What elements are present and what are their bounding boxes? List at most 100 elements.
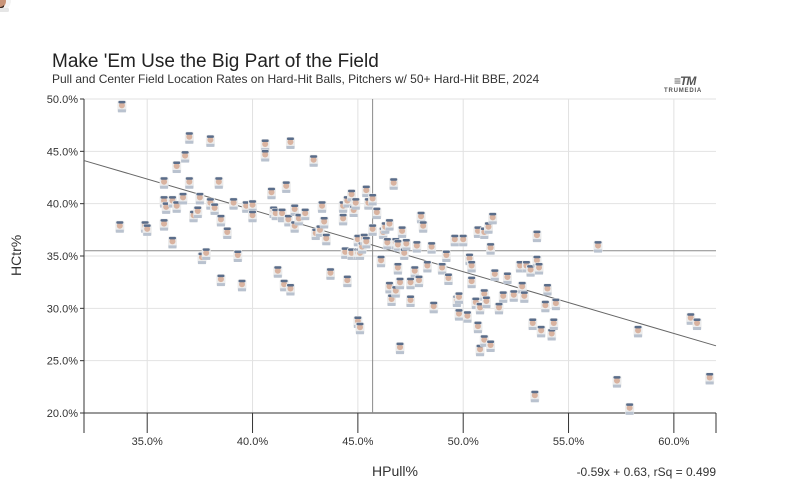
data-point [368, 223, 378, 236]
point-face [211, 204, 218, 211]
point-face [394, 264, 401, 271]
point-shirt [364, 206, 373, 210]
point-cap [141, 221, 149, 224]
point-shirt [160, 185, 169, 189]
point-face [413, 242, 420, 249]
point-cap [377, 255, 385, 259]
point-shirt [473, 330, 482, 334]
point-shirt [486, 251, 495, 255]
point-shirt [516, 269, 525, 273]
point-face [369, 195, 376, 202]
point-face [500, 292, 507, 299]
point-face [302, 210, 309, 217]
point-cap [249, 210, 257, 214]
point-shirt [412, 249, 421, 253]
point-face [474, 323, 481, 330]
point-cap [310, 155, 318, 158]
point-cap [407, 277, 415, 281]
logo-text: TRUMEDIA [664, 88, 703, 94]
point-cap [503, 272, 511, 275]
point-shirt [530, 399, 539, 403]
highlighted-points [0, 0, 11, 12]
point-cap [234, 250, 242, 253]
point-shirt [358, 250, 367, 254]
point-face [287, 138, 294, 145]
data-point [441, 250, 451, 262]
point-face [344, 277, 351, 284]
data-point [502, 271, 512, 284]
point-shirt [322, 242, 331, 246]
point-cap [480, 289, 488, 292]
point-shirt [343, 284, 352, 288]
point-shirt [543, 292, 552, 296]
point-face [363, 238, 370, 245]
data-point [178, 192, 188, 205]
point-face [428, 243, 435, 250]
point-cap [455, 292, 463, 295]
data-point [625, 402, 635, 415]
point-face [445, 275, 452, 282]
point-face [529, 320, 536, 327]
point-face [481, 336, 488, 343]
point-shirt [315, 233, 324, 237]
point-shirt [368, 202, 377, 206]
point-cap [468, 260, 476, 264]
point-shirt [400, 256, 409, 260]
point-shirt [311, 237, 320, 241]
data-point [406, 277, 416, 290]
point-shirt [389, 186, 398, 190]
point-face [485, 223, 492, 230]
point-face [451, 236, 458, 243]
point-cap [527, 265, 535, 268]
point-face [477, 304, 484, 311]
point-face [687, 314, 694, 321]
point-shirt [294, 222, 303, 226]
data-point [205, 134, 215, 147]
data-point [462, 310, 472, 323]
point-face [468, 278, 475, 285]
point-cap [402, 238, 410, 242]
point-cap [185, 132, 193, 135]
point-cap [487, 340, 495, 344]
point-shirt [402, 247, 411, 251]
data-point [530, 390, 540, 403]
point-face [327, 269, 334, 276]
x-tick-label: 35.0% [132, 436, 163, 448]
point-face [161, 178, 168, 185]
point-cap [543, 283, 551, 287]
point-shirt [273, 274, 282, 278]
point-shirt [278, 219, 287, 223]
data-point [454, 308, 464, 321]
x-tick-label: 45.0% [342, 436, 373, 448]
point-shirt [286, 292, 295, 296]
point-cap [396, 277, 404, 281]
data-point [384, 218, 394, 231]
point-cap [499, 291, 507, 294]
point-cap [322, 233, 330, 237]
data-point [368, 193, 378, 206]
point-shirt [242, 209, 251, 213]
data-point [416, 211, 426, 224]
point-shirt [229, 206, 238, 210]
point-face [369, 225, 376, 232]
point-shirt [162, 210, 171, 214]
point-cap [455, 309, 463, 312]
point-cap [284, 214, 292, 218]
point-shirt [454, 300, 463, 304]
data-point [382, 237, 392, 250]
point-face [186, 178, 193, 185]
point-face [249, 212, 256, 219]
point-cap [459, 234, 467, 238]
point-cap [356, 322, 364, 326]
point-cap [472, 297, 480, 301]
point-shirt [396, 286, 404, 290]
point-face [626, 404, 633, 411]
data-point [389, 177, 399, 190]
point-face [203, 249, 210, 256]
data-point [418, 220, 428, 233]
point-cap [196, 192, 204, 196]
point-shirt [267, 196, 276, 200]
data-point [338, 213, 348, 226]
point-shirt [476, 353, 485, 357]
